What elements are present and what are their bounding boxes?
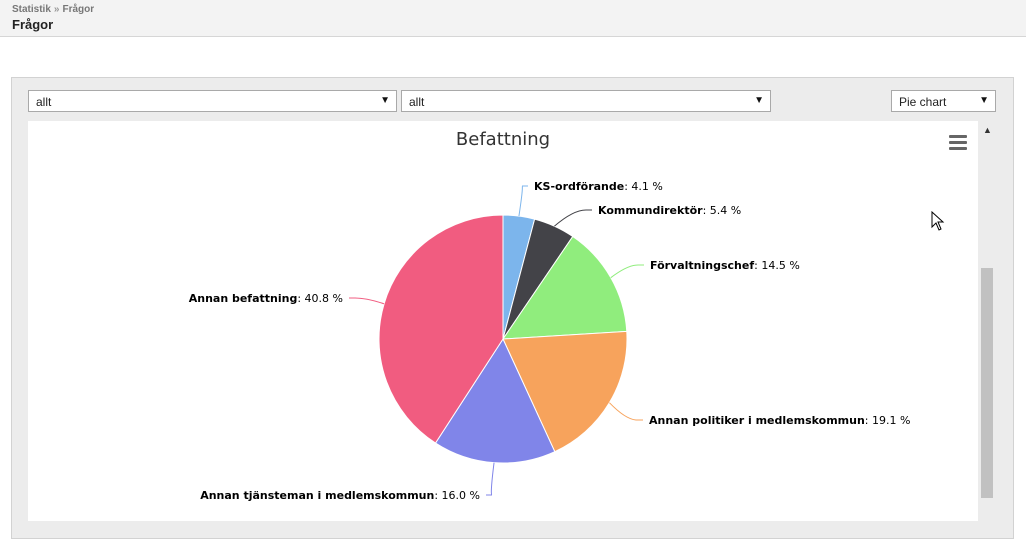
pie-slice-2[interactable]: [502, 235, 628, 340]
chart-title: Befattning: [455, 129, 551, 150]
pie-connector-4: [486, 462, 495, 496]
scrollbar-thumb[interactable]: [981, 268, 993, 498]
chart-type-value: Pie chart: [899, 95, 947, 109]
pie-connector-5: [349, 297, 385, 305]
pie-slice-4[interactable]: [434, 337, 556, 464]
chart-container: Befattning KS-ordförande: 4.1 % Kommundir…: [28, 121, 978, 521]
breadcrumb-fragor: Frågor: [62, 4, 95, 15]
page-header: Statistik» Frågor Frågor: [0, 0, 1026, 37]
scroll-up-arrow-icon[interactable]: ▲: [983, 125, 992, 135]
mouse-pointer-icon: [931, 211, 945, 231]
breadcrumb-separator: »: [53, 4, 60, 15]
chevron-down-icon: ▼: [380, 95, 390, 106]
pie-connector-1: [554, 209, 592, 227]
filter-select-2[interactable]: allt ▼: [401, 90, 771, 112]
pie-slice-3[interactable]: [502, 330, 628, 453]
filter-select-2-value: allt: [409, 95, 425, 109]
pie-label-3: Annan politiker i medlemskommun: 19.1 %: [649, 414, 910, 427]
pie-label-1: Kommundirektör: 5.4 %: [598, 204, 741, 217]
page-title: Frågor: [12, 17, 54, 32]
pie-label-0: KS-ordförande: 4.1 %: [534, 180, 663, 193]
pie-connector-2: [610, 264, 644, 279]
pie-label-2: Förvaltningschef: 14.5 %: [650, 259, 800, 272]
pie-label-5: Annan befattning: 40.8 %: [189, 292, 343, 305]
hamburger-menu-icon[interactable]: [949, 135, 967, 151]
pie-slice-5[interactable]: [378, 214, 504, 444]
pie-connector-0: [518, 185, 528, 217]
filter-select-1-value: allt: [36, 95, 52, 109]
chart-type-select[interactable]: Pie chart ▼: [891, 90, 996, 112]
chevron-down-icon: ▼: [754, 95, 764, 106]
pie-connector-3: [609, 402, 643, 421]
filter-select-1[interactable]: allt ▼: [28, 90, 397, 112]
scrollbar[interactable]: ▲: [978, 121, 996, 521]
breadcrumb-statistik[interactable]: Statistik: [12, 4, 51, 15]
pie-chart: KS-ordförande: 4.1 % Kommundirektör: 5.4 …: [189, 180, 911, 502]
pie-label-4: Annan tjänsteman i medlemskommun: 16.0 %: [200, 489, 480, 502]
breadcrumb: Statistik» Frågor: [12, 4, 94, 15]
chevron-down-icon: ▼: [979, 95, 989, 106]
